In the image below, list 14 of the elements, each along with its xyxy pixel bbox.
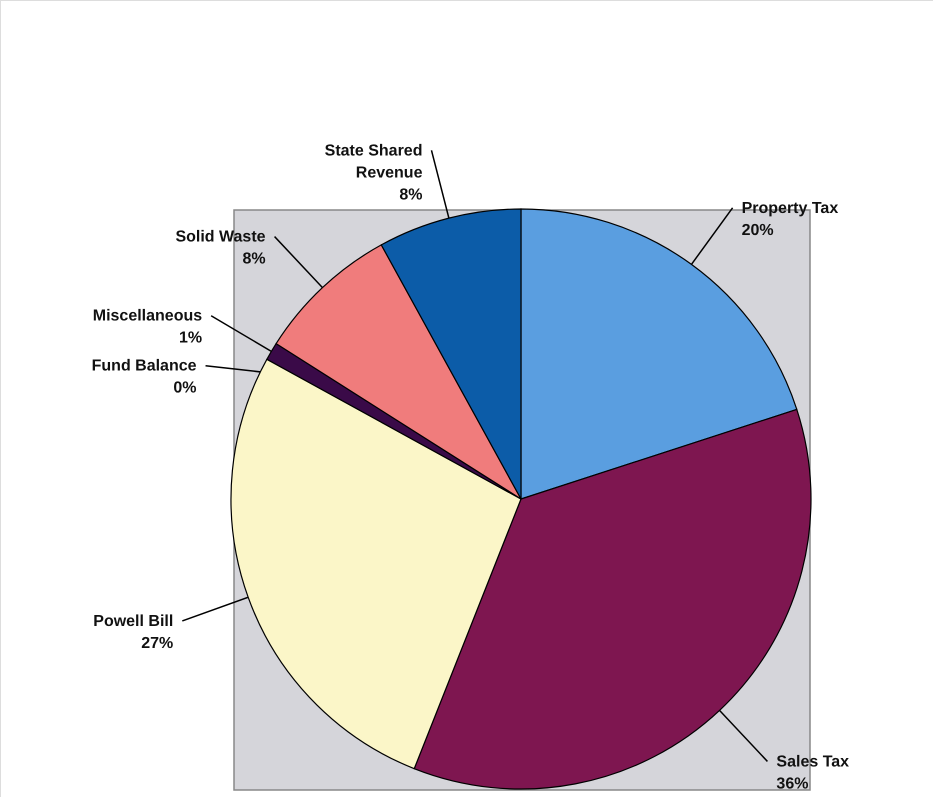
data-label: 1% — [179, 330, 202, 347]
data-label: 36% — [776, 775, 808, 792]
slice-label: Solid Waste — [175, 228, 266, 246]
slice-label: Powell Bill — [93, 612, 174, 630]
slice-label: Miscellaneous — [92, 308, 202, 325]
text: 0% — [173, 380, 197, 397]
slice-label: Property Tax — [742, 200, 838, 217]
slice-label: Sales Tax — [776, 753, 850, 770]
slice-label: State Shared Revenue — [324, 142, 423, 182]
data-label: 27% — [141, 634, 174, 652]
data-label: 8% — [399, 186, 422, 204]
data-label: 8% — [242, 250, 266, 268]
data-label: 20% — [742, 222, 774, 239]
category-label: Fund Balance — [92, 358, 197, 375]
